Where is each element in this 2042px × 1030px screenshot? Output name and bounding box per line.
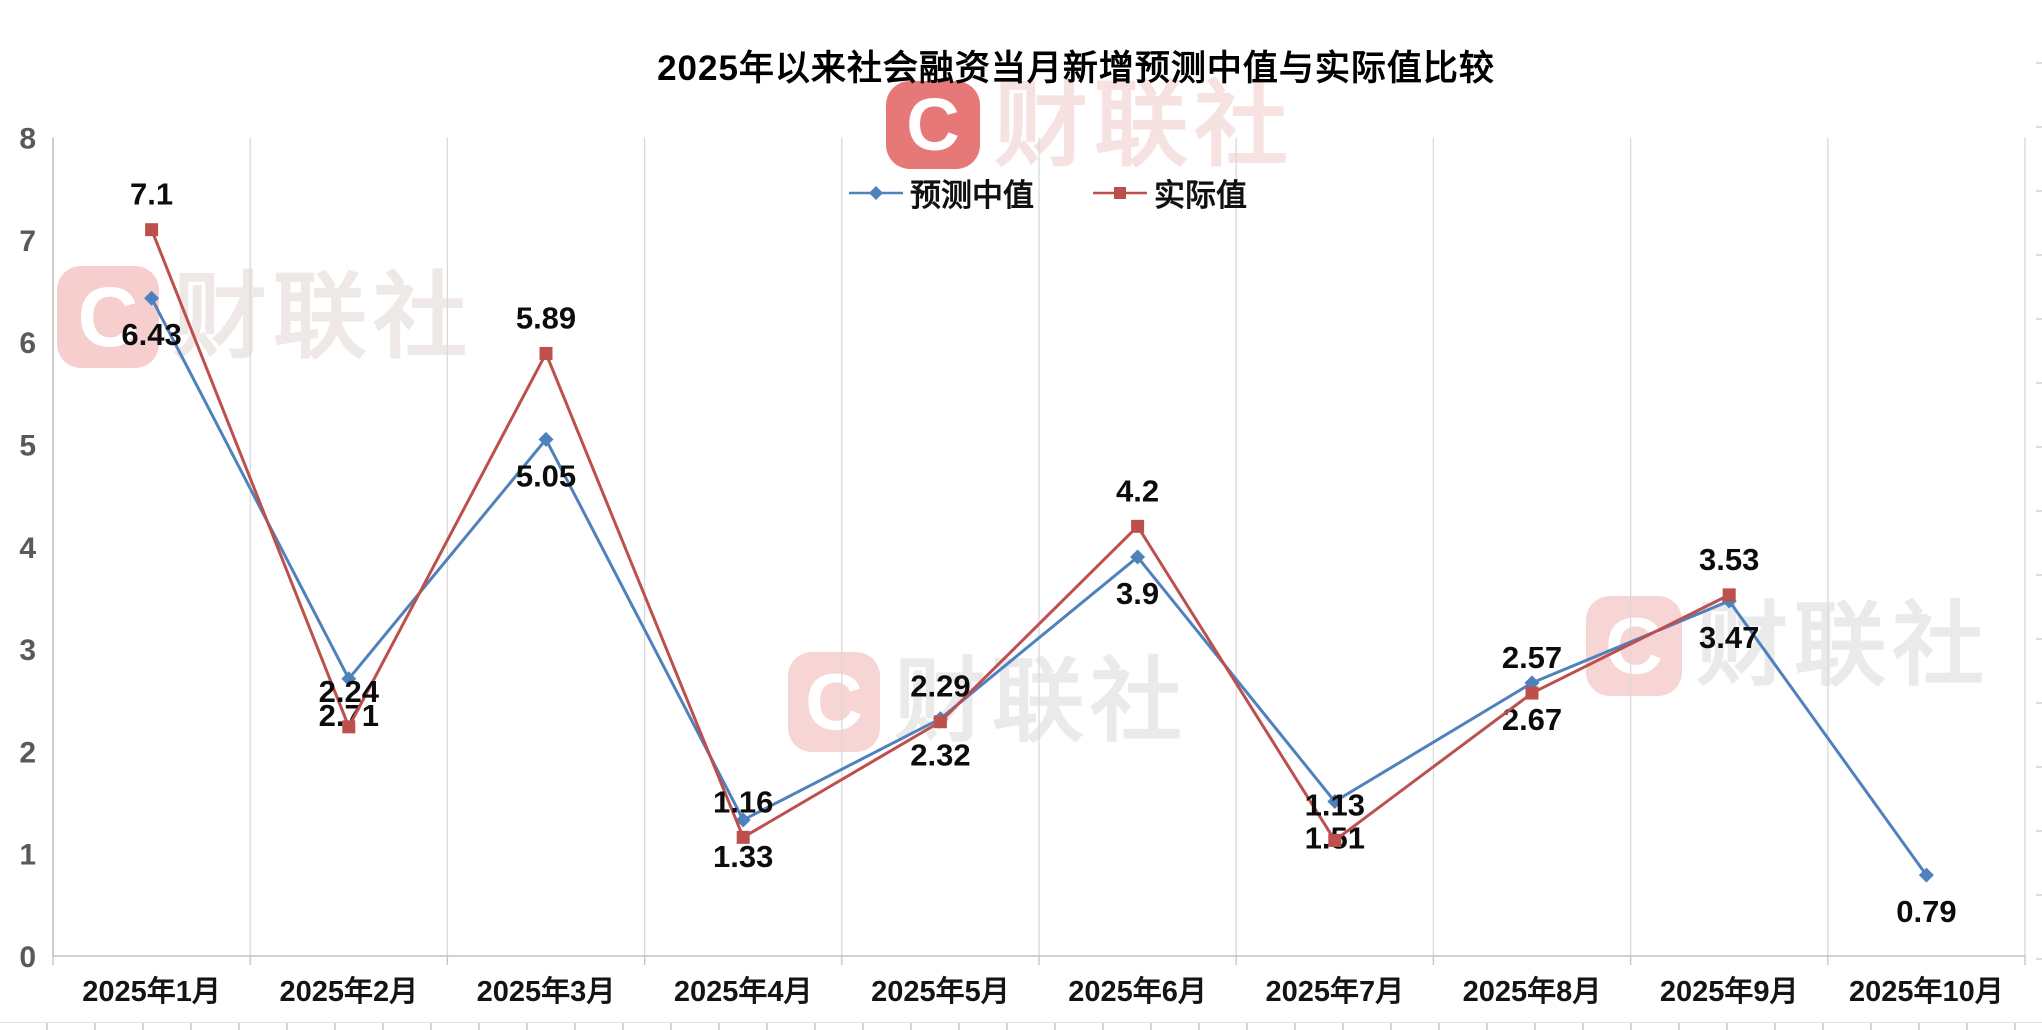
data-point-label: 5.05: [516, 458, 576, 493]
data-point-marker: [1327, 794, 1343, 810]
data-point-label: 5.89: [516, 300, 576, 335]
x-axis-category-label: 2025年10月: [1849, 974, 2004, 1008]
y-axis-tick-label: 3: [19, 634, 36, 667]
data-point-marker: [342, 720, 356, 734]
x-axis-category-label: 2025年5月: [871, 974, 1010, 1008]
data-point-marker: [1524, 675, 1540, 691]
data-point-marker: [1328, 833, 1342, 847]
y-axis-tick-label: 4: [19, 532, 36, 565]
legend-label-forecast-median: 预测中值: [910, 178, 1034, 213]
x-axis-category-label: 2025年3月: [477, 974, 616, 1008]
legend-item-actual-value: 实际值: [1092, 170, 1247, 215]
cropped-column-right-edge: [2036, 0, 2042, 1022]
data-point-marker: [1918, 867, 1934, 883]
y-axis-tick-label: 7: [19, 225, 36, 258]
data-point-marker: [145, 223, 159, 237]
data-point-label: 2.67: [1502, 702, 1562, 737]
y-axis-tick-label: 2: [19, 736, 36, 769]
cailian-watermark-right: C 财联社: [1586, 596, 1990, 696]
x-axis-category-label: 2025年7月: [1265, 974, 1404, 1008]
cailian-brand-text: 财联社: [173, 264, 474, 369]
data-point-label: 0.79: [1896, 894, 1956, 929]
data-point-label: 1.13: [1305, 787, 1365, 822]
cropped-row-bottom-edge: [0, 1022, 2042, 1030]
legend-label-actual-value: 实际值: [1154, 178, 1247, 213]
data-point-label: 7.1: [130, 177, 173, 212]
data-point-marker: [341, 671, 357, 687]
chart-title: 2025年以来社会融资当月新增预测中值与实际值比较: [657, 49, 1495, 88]
y-axis-tick-label: 6: [19, 327, 36, 360]
data-point-label: 1.33: [713, 839, 773, 874]
x-axis-category-label: 2025年6月: [1068, 974, 1207, 1008]
data-point-marker: [539, 346, 553, 360]
cailian-watermark-top: C 财联社: [886, 78, 1294, 172]
cailian-watermark-left: C 财联社: [57, 266, 473, 368]
legend-item-forecast-median: 预测中值: [848, 170, 1034, 215]
data-point-marker: [1130, 549, 1146, 565]
y-axis-tick-label: 8: [19, 123, 36, 156]
cailian-brand-text: 财联社: [994, 72, 1295, 177]
data-point-label: 2.71: [319, 698, 379, 733]
x-axis-category-label: 2025年2月: [279, 974, 418, 1008]
data-point-label: 2.24: [319, 674, 380, 709]
data-point-label: 4.2: [1116, 473, 1159, 508]
data-point-marker: [538, 431, 554, 447]
forecast-line-diamond-icon: [849, 185, 903, 200]
cailian-c-logo-icon: C: [788, 652, 880, 752]
y-axis-tick-label: 5: [19, 430, 36, 463]
data-point-label: 1.51: [1305, 821, 1365, 856]
data-point-marker: [735, 812, 751, 828]
data-point-label: 1.16: [713, 784, 773, 819]
data-point-label: 2.57: [1502, 640, 1562, 675]
cailian-c-logo-icon: C: [57, 266, 159, 368]
chart-legend: 预测中值 实际值: [848, 170, 1247, 215]
data-point-marker: [1525, 686, 1539, 700]
data-point-label: 3.53: [1699, 542, 1759, 577]
x-axis-category-label: 2025年8月: [1463, 974, 1602, 1008]
actual-line-square-icon: [1093, 186, 1147, 199]
y-axis-tick-label: 0: [19, 941, 36, 974]
data-point-marker: [1131, 519, 1145, 533]
cailian-brand-text: 财联社: [1696, 595, 1991, 697]
cailian-brand-text: 财联社: [894, 651, 1189, 753]
data-point-marker: [736, 830, 750, 844]
cailian-c-logo-icon: C: [1586, 596, 1682, 696]
cailian-c-logo-icon: C: [886, 81, 980, 169]
series-line-预测中值: [150, 296, 1928, 877]
x-axis-category-label: 2025年1月: [82, 974, 221, 1008]
cailian-watermark-middle: C 财联社: [788, 652, 1188, 752]
x-axis-category-label: 2025年4月: [674, 974, 813, 1008]
data-point-label: 3.9: [1116, 576, 1159, 611]
y-axis-tick-label: 1: [19, 839, 36, 872]
x-axis-category-label: 2025年9月: [1660, 974, 1799, 1008]
